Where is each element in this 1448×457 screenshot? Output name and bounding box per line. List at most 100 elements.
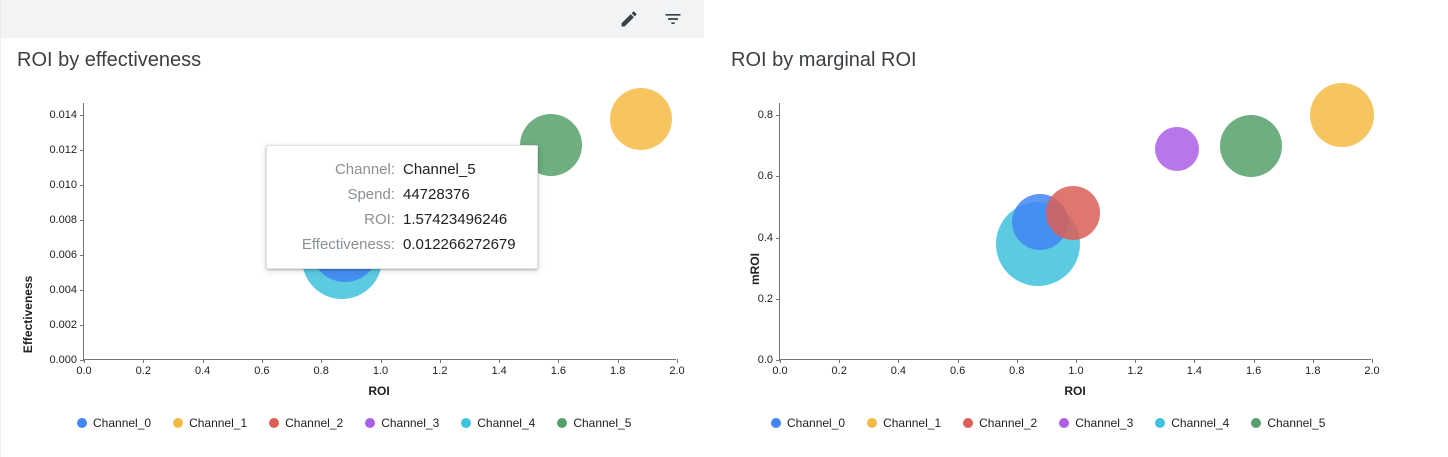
x-tick-mark <box>1135 359 1137 363</box>
tooltip-row: Channel: Channel_5 <box>277 157 523 182</box>
legend-label: Channel_3 <box>381 416 440 430</box>
tooltip-value: Channel_5 <box>403 161 476 178</box>
filter-button[interactable] <box>656 4 690 34</box>
legend-item-Channel_3[interactable]: Channel_3 <box>1059 416 1133 430</box>
x-tick-mark <box>957 359 959 363</box>
x-tick-label: 0.2 <box>831 365 847 377</box>
x-tick-mark <box>1372 359 1373 363</box>
legend-label: Channel_5 <box>573 416 632 430</box>
y-tick-mark <box>80 325 84 326</box>
x-tick-label: 0.0 <box>772 365 788 377</box>
legend-item-Channel_4[interactable]: Channel_4 <box>461 416 535 430</box>
tooltip-value: 1.57423496246 <box>403 211 508 228</box>
y-tick-mark <box>776 298 780 300</box>
tooltip-row: Effectiveness: 0.012266272679 <box>277 232 523 257</box>
bubble-Channel_2[interactable] <box>1046 186 1101 240</box>
tooltip-label: Effectiveness: <box>301 236 395 253</box>
y-tick-mark <box>80 150 84 151</box>
legend-label: Channel_1 <box>189 416 248 430</box>
legend-item-Channel_2[interactable]: Channel_2 <box>269 416 343 430</box>
legend-dot <box>461 418 472 428</box>
y-tick-label: 0.004 <box>49 284 77 296</box>
x-tick-mark <box>321 359 323 363</box>
bubble-Channel_3[interactable] <box>1154 126 1199 171</box>
x-tick-label: 1.8 <box>1305 365 1321 377</box>
x-tick-mark <box>84 359 85 363</box>
tooltip-row: ROI: 1.57423496246 <box>277 207 523 232</box>
y-tick-mark <box>776 176 780 178</box>
y-tick-label: 0.012 <box>49 144 77 156</box>
y-tick-label: 0.2 <box>757 292 773 305</box>
x-tick-label: 1.6 <box>550 365 567 377</box>
x-tick-mark <box>617 359 619 363</box>
x-tick-mark <box>1253 359 1255 363</box>
x-tick-label: 0.6 <box>254 365 270 377</box>
legend-label: Channel_0 <box>787 416 846 430</box>
y-tick-label: 0.006 <box>49 249 77 261</box>
bubble-Channel_1[interactable] <box>1310 83 1375 147</box>
legend-dot <box>269 418 280 428</box>
chart-title: ROI by effectiveness <box>17 49 202 71</box>
legend-item-Channel_0[interactable]: Channel_0 <box>771 416 845 430</box>
y-tick-label: 0.000 <box>49 354 77 366</box>
toolbar <box>1 0 704 38</box>
y-tick-mark <box>80 220 84 221</box>
x-tick-label: 0.2 <box>135 365 151 377</box>
legend-item-Channel_3[interactable]: Channel_3 <box>365 416 439 430</box>
legend-item-Channel_5[interactable]: Channel_5 <box>557 416 631 430</box>
bubble-Channel_1[interactable] <box>610 87 673 150</box>
x-tick-label: 1.0 <box>372 365 389 377</box>
y-tick-label: 0.4 <box>757 231 773 244</box>
y-tick-label: 0.014 <box>49 109 77 121</box>
legend-dot <box>867 418 878 428</box>
y-axis-title: Effectiveness <box>21 275 35 354</box>
legend-item-Channel_1[interactable]: Channel_1 <box>867 416 941 430</box>
y-tick-label: 0.0 <box>757 354 773 366</box>
legend-label: Channel_4 <box>1171 416 1230 430</box>
chart-title: ROI by marginal ROI <box>731 49 917 71</box>
legend-item-Channel_1[interactable]: Channel_1 <box>173 416 247 430</box>
bubble-Channel_5[interactable] <box>1219 114 1282 177</box>
x-tick-label: 1.4 <box>491 365 507 377</box>
x-tick-mark <box>780 359 781 363</box>
tooltip-label: ROI: <box>364 211 395 228</box>
x-axis-title: ROI <box>368 384 390 398</box>
x-tick-mark <box>380 359 382 363</box>
legend-item-Channel_2[interactable]: Channel_2 <box>963 416 1037 430</box>
legend: Channel_0 Channel_1 Channel_2 Channel_3 Chan… <box>77 415 631 431</box>
legend-dot <box>963 418 974 428</box>
legend-item-Channel_4[interactable]: Channel_4 <box>1155 416 1229 430</box>
edit-button[interactable] <box>612 4 646 34</box>
legend-dot <box>557 418 568 428</box>
chart-card-roi-by-marginal-roi: ROI by marginal ROI mROI 0.0 0.2 0.4 0.6 0.8… <box>704 38 1448 457</box>
x-tick-label: 2.0 <box>1364 365 1380 377</box>
y-tick-label: 0.8 <box>757 109 773 121</box>
legend-label: Channel_5 <box>1267 416 1326 430</box>
legend-dot <box>365 418 376 428</box>
x-tick-mark <box>202 359 204 363</box>
legend-item-Channel_0[interactable]: Channel_0 <box>77 416 151 430</box>
tooltip-value: 0.012266272679 <box>403 236 516 253</box>
edit-icon <box>619 9 639 29</box>
legend-label: Channel_2 <box>285 416 344 430</box>
y-tick-label: 0.6 <box>757 170 773 183</box>
x-tick-label: 1.2 <box>1127 365 1143 377</box>
chart-card-roi-by-effectiveness: ROI by effectiveness Effectiveness 0.0 0.… <box>1 38 704 457</box>
x-tick-mark <box>439 359 441 363</box>
legend-label: Channel_4 <box>477 416 536 430</box>
legend-item-Channel_5[interactable]: Channel_5 <box>1251 416 1325 430</box>
y-tick-label: 0.002 <box>49 319 77 331</box>
x-tick-label: 1.4 <box>1186 365 1203 377</box>
x-tick-label: 2.0 <box>669 365 685 377</box>
x-tick-mark <box>677 359 678 363</box>
y-tick-mark <box>776 115 780 116</box>
y-axis-title: mROI <box>748 253 762 286</box>
x-tick-mark <box>558 359 560 363</box>
x-tick-mark <box>1194 359 1196 363</box>
x-tick-mark <box>1076 359 1077 363</box>
y-tick-mark <box>80 255 84 256</box>
legend-dot <box>173 418 184 428</box>
x-tick-label: 0.6 <box>949 365 966 377</box>
x-tick-mark <box>839 359 841 363</box>
